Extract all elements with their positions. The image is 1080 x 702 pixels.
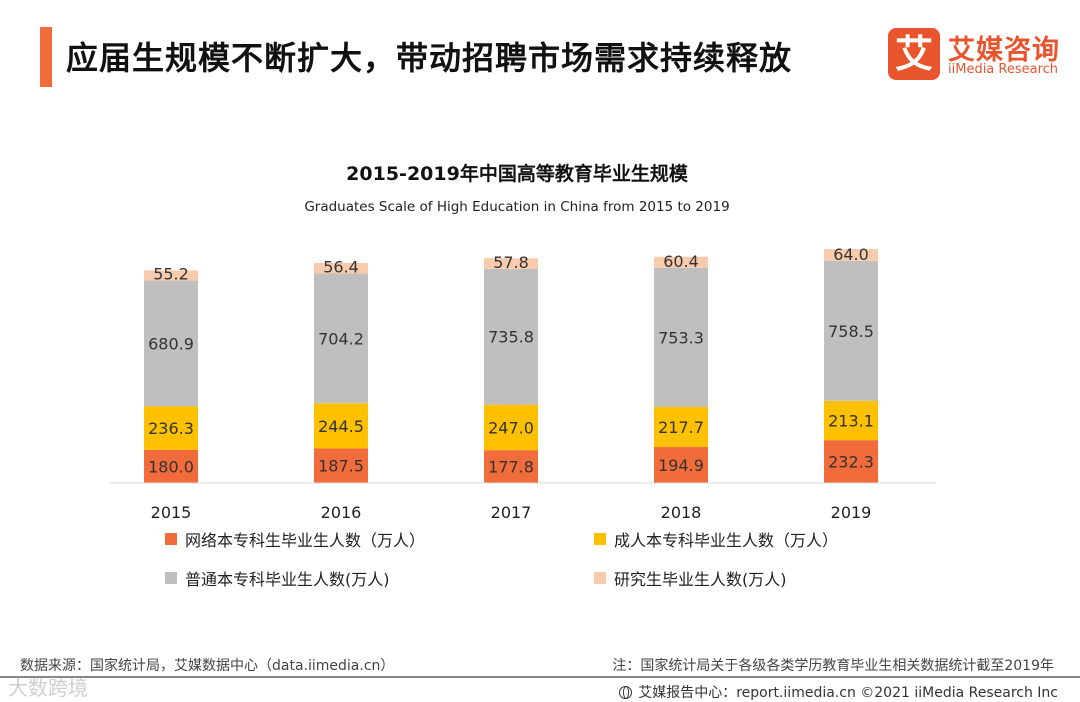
data-label-2018-s2: 753.3 bbox=[658, 328, 704, 347]
bar-segment-2018-s2 bbox=[654, 267, 708, 407]
bar-segment-2016-s2 bbox=[314, 273, 368, 404]
data-label-2015-s2: 680.9 bbox=[148, 334, 194, 353]
bar-segment-2017-s1 bbox=[484, 404, 538, 451]
data-label-2016-s1: 244.5 bbox=[318, 417, 364, 436]
data-label-2019-s3: 64.0 bbox=[833, 245, 869, 264]
bar-segment-2018-s0 bbox=[654, 447, 708, 483]
data-label-2016-s2: 704.2 bbox=[318, 329, 364, 348]
legend-swatch-s0 bbox=[165, 533, 177, 545]
bar-segment-2016-s1 bbox=[314, 403, 368, 449]
bar-segment-2015-s2 bbox=[144, 280, 198, 407]
data-note: 注：国家统计局关于各级各类学历教育毕业生相关数据统计截至2019年 bbox=[612, 658, 1054, 674]
data-label-2018-s0: 194.9 bbox=[658, 456, 704, 475]
data-label-2015-s0: 180.0 bbox=[148, 457, 194, 476]
bar-segment-2015-s1 bbox=[144, 406, 198, 450]
watermark: 大数跨境 bbox=[8, 676, 88, 700]
x-ticks-group: 2015 2016 2017 2018 2019 bbox=[151, 503, 872, 522]
legend-label-s2: 普通本专科毕业生人数(万人) bbox=[185, 570, 390, 589]
data-label-2017-s2: 735.8 bbox=[488, 328, 534, 347]
bar-segment-2019-s3 bbox=[824, 249, 878, 261]
bar-segment-2017-s2 bbox=[484, 268, 538, 405]
data-label-2017-s1: 247.0 bbox=[488, 418, 534, 437]
x-tick-label-2016: 2016 bbox=[321, 503, 362, 522]
legend-swatch-s2 bbox=[165, 572, 177, 584]
bar-segment-2017-s0 bbox=[484, 450, 538, 483]
data-label-2017-s0: 177.8 bbox=[488, 458, 534, 477]
bar-segment-2017-s3 bbox=[484, 258, 538, 269]
iimedia-logo: 艾 艾媒咨询 iiMedia Research bbox=[888, 26, 1068, 86]
legend-label-s3: 研究生毕业生人数(万人) bbox=[614, 570, 787, 589]
logo-name-en: iiMedia Research bbox=[948, 62, 1059, 77]
x-tick-label-2015: 2015 bbox=[151, 503, 192, 522]
bar-segment-2018-s3 bbox=[654, 256, 708, 268]
chart-title: 2015-2019年中国高等教育毕业生规模 bbox=[346, 162, 689, 185]
bar-segment-2016-s0 bbox=[314, 448, 368, 483]
bars-group: 180.0 236.3 680.9 55.2 187.5 244.5 704.2 56.4 17… bbox=[144, 245, 878, 483]
footer-divider bbox=[0, 676, 1080, 678]
bar-segment-2019-s0 bbox=[824, 440, 878, 483]
legend-item-s2: 普通本专科毕业生人数(万人) bbox=[165, 566, 390, 590]
x-tick-label-2017: 2017 bbox=[491, 503, 532, 522]
iimedia-logo-icon: 艾 bbox=[888, 28, 940, 80]
data-label-2019-s1: 213.1 bbox=[828, 411, 874, 430]
bar-segment-2019-s1 bbox=[824, 400, 878, 441]
x-tick-label-2019: 2019 bbox=[831, 503, 872, 522]
chart-subtitle: Graduates Scale of High Education in Chi… bbox=[304, 199, 729, 215]
data-label-2015-s1: 236.3 bbox=[148, 419, 194, 438]
legend-label-s1: 成人本专科毕业生人数（万人） bbox=[614, 531, 839, 550]
legend-item-s1: 成人本专科毕业生人数（万人） bbox=[594, 527, 838, 551]
data-label-2015-s3: 55.2 bbox=[153, 265, 189, 284]
data-label-2016-s0: 187.5 bbox=[318, 457, 364, 476]
globe-icon bbox=[619, 685, 633, 699]
bar-segment-2016-s3 bbox=[314, 262, 368, 274]
legend-label-s0: 网络本专科生毕业生人数（万人） bbox=[185, 531, 426, 550]
bar-segment-2015-s0 bbox=[144, 449, 198, 483]
logo-name-cn: 艾媒咨询 bbox=[948, 35, 1060, 66]
data-label-2019-s2: 758.5 bbox=[828, 322, 874, 341]
legend-swatch-s1 bbox=[594, 533, 606, 545]
bar-segment-2018-s1 bbox=[654, 406, 708, 448]
data-source: 数据来源：国家统计局，艾媒数据中心（data.iimedia.cn） bbox=[20, 658, 395, 674]
legend-item-s3: 研究生毕业生人数(万人) bbox=[594, 566, 787, 590]
title-accent-bar bbox=[40, 27, 52, 87]
bar-segment-2015-s3 bbox=[144, 270, 198, 281]
report-center: 艾媒报告中心：report.iimedia.cn ©2021 iiMedia R… bbox=[619, 682, 1058, 702]
data-label-2018-s1: 217.7 bbox=[658, 418, 704, 437]
bar-segment-2019-s2 bbox=[824, 260, 878, 401]
page-title: 应届生规模不断扩大，带动招聘市场需求持续释放 bbox=[66, 39, 793, 77]
legend-item-s0: 网络本专科生毕业生人数（万人） bbox=[165, 527, 425, 551]
stacked-bar-chart: 2015-2019年中国高等教育毕业生规模 Graduates Scale of… bbox=[110, 162, 936, 522]
data-label-2017-s3: 57.8 bbox=[493, 253, 529, 272]
data-label-2018-s3: 60.4 bbox=[663, 252, 699, 271]
data-label-2019-s0: 232.3 bbox=[828, 453, 874, 472]
data-label-2016-s3: 56.4 bbox=[323, 257, 359, 276]
x-tick-label-2018: 2018 bbox=[661, 503, 702, 522]
legend-swatch-s3 bbox=[594, 572, 606, 584]
report-center-text: 艾媒报告中心：report.iimedia.cn ©2021 iiMedia R… bbox=[638, 685, 1058, 701]
